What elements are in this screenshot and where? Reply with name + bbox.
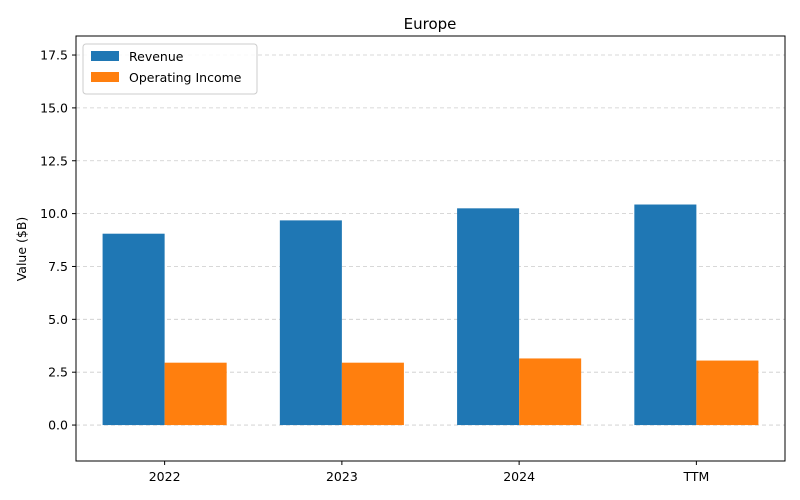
x-axis-ticks: 2022 2023 2024 TTM <box>149 461 709 484</box>
y-tick-label: 0.0 <box>48 418 68 433</box>
x-tick-label: 2023 <box>326 469 358 484</box>
y-tick-label: 2.5 <box>48 365 68 380</box>
y-axis-ticks: 0.0 2.5 5.0 7.5 10.0 12.5 15.0 17.5 <box>40 48 76 433</box>
y-tick-label: 17.5 <box>40 48 68 63</box>
x-tick-label: TTM <box>682 469 709 484</box>
bar-revenue <box>102 233 165 426</box>
x-tick-label: 2024 <box>503 469 535 484</box>
x-tick-label: 2022 <box>149 469 181 484</box>
legend-label: Operating Income <box>129 70 242 85</box>
legend-box <box>82 43 258 95</box>
chart-title: Europe <box>404 15 457 33</box>
y-tick-label: 12.5 <box>40 153 68 168</box>
bar-operating-income <box>164 362 227 426</box>
y-tick-label: 15.0 <box>40 100 68 115</box>
legend-swatch <box>91 72 119 82</box>
bars <box>102 204 759 426</box>
bar-operating-income <box>341 362 404 426</box>
bar-operating-income <box>519 358 582 426</box>
legend-swatch <box>91 51 119 61</box>
y-tick-label: 7.5 <box>48 259 68 274</box>
plot-frame <box>75 35 786 462</box>
y-tick-label: 5.0 <box>48 312 68 327</box>
bar-revenue <box>457 208 520 426</box>
bar-revenue <box>279 220 342 426</box>
legend-label: Revenue <box>129 49 184 64</box>
bar-revenue <box>634 204 697 426</box>
legend: Revenue Operating Income <box>82 43 258 95</box>
bar-operating-income <box>696 360 759 426</box>
y-axis-label: Value ($B) <box>14 217 29 282</box>
y-tick-label: 10.0 <box>40 206 68 221</box>
